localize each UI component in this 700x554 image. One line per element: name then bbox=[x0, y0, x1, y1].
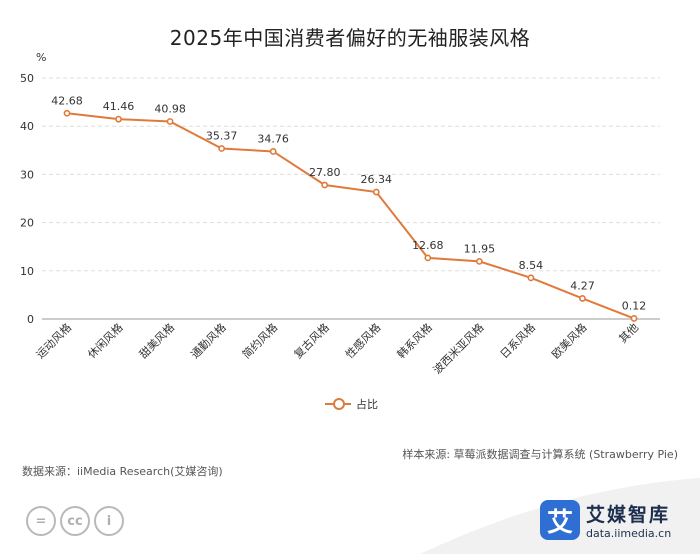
cc-icon: cc bbox=[60, 506, 90, 536]
data-label: 27.80 bbox=[309, 166, 341, 179]
data-label: 8.54 bbox=[519, 259, 544, 272]
brand-url[interactable]: data.iimedia.cn bbox=[586, 527, 672, 540]
x-tick-label: 日系风格 bbox=[497, 320, 538, 361]
data-label: 34.76 bbox=[257, 132, 289, 145]
data-point bbox=[115, 115, 122, 123]
data-point bbox=[372, 188, 380, 196]
x-tick-label: 简约风格 bbox=[239, 320, 280, 361]
line-chart: 0 10 20 30 40 50 42.68 41.46 40.98 35.37 34.76 27.8… bbox=[20, 72, 660, 377]
license-icons: = cc i bbox=[26, 506, 124, 536]
x-tick-label: 其他 bbox=[616, 321, 641, 346]
x-tick-label: 甜美风格 bbox=[136, 320, 177, 361]
data-label: 26.34 bbox=[361, 173, 393, 186]
legend-marker-icon bbox=[325, 398, 351, 410]
x-tick-label: 休闲风格 bbox=[85, 320, 126, 361]
data-point bbox=[475, 258, 483, 265]
x-tick-label: 通勤风格 bbox=[188, 320, 229, 361]
legend[interactable]: 占比 bbox=[325, 396, 378, 412]
data-point bbox=[527, 274, 535, 282]
x-tick-label: 韩系风格 bbox=[394, 320, 435, 361]
data-point bbox=[424, 254, 432, 262]
brand-name: 艾媒智库 bbox=[586, 504, 671, 526]
x-tick-label: 性感风格 bbox=[342, 320, 383, 361]
data-point bbox=[321, 181, 329, 189]
x-tick-label: 波西米亚风格 bbox=[430, 320, 487, 377]
x-tick-label: 复古风格 bbox=[291, 320, 332, 361]
person-icon: i bbox=[94, 506, 124, 536]
legend-label: 占比 bbox=[356, 398, 378, 411]
data-label: 0.12 bbox=[622, 299, 647, 312]
x-tick-label: 运动风格 bbox=[33, 320, 74, 361]
data-label: 11.95 bbox=[464, 242, 496, 255]
y-axis-unit: % bbox=[36, 51, 47, 64]
data-point bbox=[63, 109, 71, 117]
data-label: 4.27 bbox=[570, 279, 595, 292]
data-label: 42.68 bbox=[51, 94, 83, 107]
chart-title: 2025年中国消费者偏好的无袖服装风格 bbox=[169, 26, 531, 50]
data-point bbox=[166, 118, 174, 125]
equals-icon: = bbox=[26, 506, 56, 536]
data-label: 41.46 bbox=[103, 100, 135, 113]
data-point bbox=[630, 315, 638, 322]
data-label: 12.68 bbox=[412, 239, 444, 252]
y-tick-label: 30 bbox=[20, 168, 34, 181]
brand-logo-icon: 艾 bbox=[540, 500, 580, 540]
data-source: 数据来源：iiMedia Research(艾媒咨询) bbox=[22, 465, 223, 478]
data-label: 40.98 bbox=[154, 102, 186, 115]
x-tick-label: 欧美风格 bbox=[549, 320, 590, 361]
data-point bbox=[579, 295, 586, 302]
y-tick-label: 0 bbox=[27, 313, 34, 326]
data-point bbox=[269, 148, 277, 155]
data-label: 35.37 bbox=[206, 130, 238, 143]
y-tick-label: 50 bbox=[20, 72, 34, 85]
sample-source: 样本来源: 草莓派数据调查与计算系统 (Strawberry Pie) bbox=[402, 448, 678, 461]
y-tick-label: 20 bbox=[20, 217, 34, 230]
y-tick-label: 40 bbox=[20, 120, 34, 133]
brand[interactable]: 艾 艾媒智库 data.iimedia.cn bbox=[540, 500, 671, 540]
y-tick-label: 10 bbox=[20, 265, 34, 278]
data-point bbox=[218, 145, 226, 152]
series-line bbox=[66, 112, 635, 320]
